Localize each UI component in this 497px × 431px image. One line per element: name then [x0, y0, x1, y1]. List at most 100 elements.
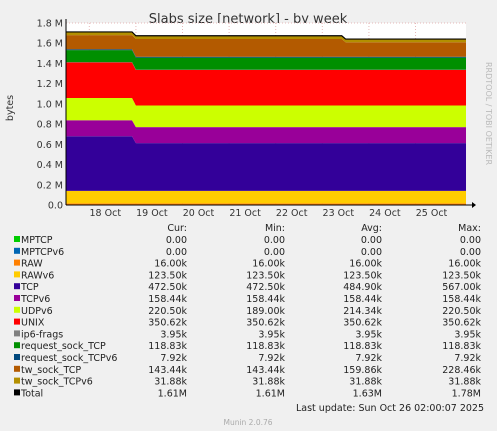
legend-column-header: Max:	[458, 223, 481, 234]
legend-value: 220.50k	[148, 306, 187, 317]
legend-value: 123.50k	[148, 270, 187, 281]
area-rawv6	[66, 190, 466, 204]
y-axis-label: bytes	[5, 95, 16, 121]
area-unix	[66, 62, 466, 106]
legend-value: 567.00k	[442, 282, 481, 293]
area-tcpv6	[66, 120, 466, 144]
legend-value: 118.83k	[343, 341, 382, 352]
legend-value: 0.00	[166, 247, 187, 258]
legend-column-header: Min:	[265, 223, 285, 234]
legend-value: 16.00k	[349, 259, 382, 270]
x-tick-label: 19 Oct	[136, 208, 168, 219]
legend-value: 189.00k	[246, 306, 285, 317]
y-tick-label: 0.8 M	[37, 120, 63, 131]
munin-version: Munin 2.0.76	[223, 418, 272, 427]
legend-value: 158.44k	[148, 294, 187, 305]
legend-value: 0.00	[460, 235, 481, 246]
area-udpv6	[66, 97, 466, 128]
legend-series-name: RAWv6	[21, 270, 54, 281]
legend-swatch	[14, 283, 20, 290]
y-tick-label: 1.6 M	[37, 39, 63, 50]
legend-series-name: ip6-frags	[21, 329, 63, 340]
x-tick-label: 23 Oct	[323, 208, 355, 219]
legend-value: 0.00	[264, 247, 285, 258]
legend-value: 31.88k	[252, 377, 285, 388]
y-tick-label: 1.2 M	[37, 79, 63, 90]
y-tick-label: 1.4 M	[37, 59, 63, 70]
legend-value: 3.95k	[454, 329, 481, 340]
legend-value: 228.46k	[442, 365, 481, 376]
legend-value: 484.90k	[343, 282, 382, 293]
legend-value: 1.61M	[256, 388, 285, 399]
y-tick-label: 1.0 M	[37, 99, 63, 110]
legend-swatch	[14, 342, 20, 349]
legend-swatch	[14, 354, 20, 360]
y-tick-label: 0.6 M	[37, 140, 63, 151]
legend-column-header: Avg:	[361, 223, 382, 234]
legend-value: 158.44k	[246, 294, 285, 305]
legend-series-name: Total	[20, 388, 43, 399]
legend-value: 220.50k	[442, 306, 481, 317]
legend-value: 16.00k	[154, 259, 187, 270]
legend-value: 158.44k	[343, 294, 382, 305]
legend-value: 31.88k	[349, 377, 382, 388]
legend-series-name: TCPv6	[20, 294, 50, 305]
legend-series-name: UNIX	[21, 318, 45, 329]
legend-series-name: request_sock_TCPv6	[21, 353, 117, 364]
legend-value: 1.78M	[452, 388, 481, 399]
legend-swatch	[14, 318, 20, 325]
legend-swatch	[14, 389, 20, 396]
legend-series-name: MPTCP	[21, 235, 53, 246]
total-line	[66, 31, 466, 40]
legend-value: 7.92k	[355, 353, 382, 364]
legend-value: 3.95k	[258, 329, 285, 340]
legend-value: 350.62k	[343, 318, 382, 329]
legend-value: 1.63M	[353, 388, 382, 399]
legend-column-header: Cur:	[167, 223, 187, 234]
legend-series-name: tw_sock_TCPv6	[21, 377, 93, 388]
legend-value: 214.34k	[343, 306, 382, 317]
legend-value: 159.86k	[343, 365, 382, 376]
legend-value: 350.62k	[442, 318, 481, 329]
legend-swatch	[14, 236, 20, 242]
legend-swatch	[14, 259, 20, 266]
legend-value: 16.00k	[448, 259, 481, 270]
area-request-sock-tcp	[66, 50, 466, 70]
legend-value: 350.62k	[148, 318, 187, 329]
legend-value: 1.61M	[158, 388, 187, 399]
legend-value: 3.95k	[355, 329, 382, 340]
x-ticks: 18 Oct 19 Oct 20 Oct 21 Oct 22 Oct 23 Oct 24 O…	[90, 208, 448, 219]
legend-swatch	[14, 247, 20, 254]
legend-value: 143.44k	[246, 365, 285, 376]
area-tw-sock-tcp	[66, 35, 466, 57]
legend-value: 7.92k	[454, 353, 481, 364]
legend-value: 16.00k	[252, 259, 285, 270]
y-tick-label: 0.2 M	[37, 180, 63, 191]
x-axis-arrow	[472, 202, 476, 208]
y-tick-label: 0.0	[48, 201, 63, 212]
legend-value: 118.83k	[148, 341, 187, 352]
legend-value: 3.95k	[160, 329, 187, 340]
legend-series-name: MPTCPv6	[21, 247, 64, 258]
legend-swatch	[14, 330, 20, 337]
legend-value: 31.88k	[448, 377, 481, 388]
legend-value: 123.50k	[246, 270, 285, 281]
legend-value: 350.62k	[246, 318, 285, 329]
x-tick-label: 20 Oct	[183, 208, 215, 219]
x-tick-label: 18 Oct	[90, 208, 122, 219]
legend-value: 123.50k	[343, 270, 382, 281]
x-tick-label: 22 Oct	[276, 208, 308, 219]
legend-value: 143.44k	[148, 365, 187, 376]
y-ticks: 0.0 0.2 M 0.4 M 0.6 M 0.8 M 1.0 M 1.2 M 1.4 M 1.…	[37, 19, 63, 212]
area-tw-sock-tcpv6	[66, 31, 466, 43]
x-tick-label: 25 Oct	[416, 208, 448, 219]
legend-series-name: TCP	[20, 282, 39, 293]
rrdtool-credit: RRDTOOL / TOBI OETIKER	[484, 62, 493, 165]
legend-swatch	[14, 306, 20, 313]
legend-value: 118.83k	[442, 341, 481, 352]
legend-swatch	[14, 271, 20, 278]
legend-value: 0.00	[460, 247, 481, 258]
legend-value: 7.92k	[160, 353, 187, 364]
area-tcp	[66, 136, 466, 191]
